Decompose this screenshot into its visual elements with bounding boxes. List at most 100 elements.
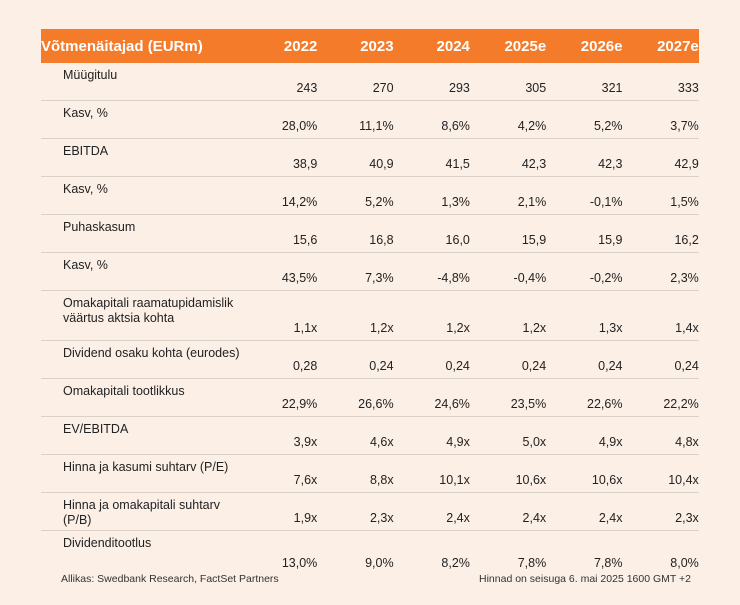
table-row: Omakapitali tootlikkus 22,9% 26,6% 24,6% 23,… bbox=[41, 379, 699, 417]
row-value: -0,4% bbox=[513, 271, 547, 285]
table-row: Puhaskasum 15,6 16,8 16,0 15,9 15,9 16,2 bbox=[41, 215, 699, 253]
row-label: Omakapitali raamatupidamislik väärtus ak… bbox=[63, 296, 234, 325]
row-value: 1,9x bbox=[293, 511, 318, 525]
row-value: 2,4x bbox=[522, 511, 547, 525]
row-value: 2,1% bbox=[517, 195, 547, 209]
row-label: Puhaskasum bbox=[63, 220, 136, 234]
row-value: 4,2% bbox=[517, 119, 547, 133]
row-value: 4,9x bbox=[598, 435, 623, 449]
row-value: 14,2% bbox=[281, 195, 318, 209]
row-label: EBITDA bbox=[63, 144, 109, 158]
row-label: Omakapitali tootlikkus bbox=[63, 384, 185, 398]
row-value: 8,0% bbox=[670, 556, 699, 570]
row-value: 11,1% bbox=[359, 119, 394, 133]
row-value: 305 bbox=[525, 81, 547, 95]
row-value: 1,4x bbox=[675, 321, 699, 335]
row-value: 22,9% bbox=[281, 397, 318, 411]
table-header: Võtmenäitajad (EURm) 2022 2023 2024 2025… bbox=[41, 29, 699, 63]
row-label: EV/EBITDA bbox=[63, 422, 129, 436]
row-value: 1,3x bbox=[598, 321, 623, 335]
row-label: Müügitulu bbox=[63, 68, 118, 82]
price-date-note: Hinnad on seisuga 6. mai 2025 1600 GMT +… bbox=[479, 573, 691, 585]
row-value: 1,1x bbox=[293, 321, 318, 335]
row-value: 9,0% bbox=[365, 556, 394, 570]
header-year: 2027e bbox=[657, 37, 699, 55]
row-value: 15,6 bbox=[292, 233, 318, 247]
table-row: Müügitulu 243 270 293 305 321 333 bbox=[41, 63, 699, 101]
row-value: 10,6x bbox=[591, 473, 623, 487]
row-value: 0,24 bbox=[521, 359, 547, 373]
row-value: 7,6x bbox=[293, 473, 318, 487]
row-value: 321 bbox=[601, 81, 623, 95]
table-body: Müügitulu 243 270 293 305 321 333 Kasv, % 28,0% 1… bbox=[41, 63, 699, 575]
row-value: 1,3% bbox=[441, 195, 470, 209]
row-value: 1,2x bbox=[446, 321, 470, 335]
row-value: -0,2% bbox=[589, 271, 623, 285]
row-value: 1,2x bbox=[369, 321, 394, 335]
row-value: 293 bbox=[449, 81, 470, 95]
row-value: 23,5% bbox=[510, 397, 547, 411]
header-year: 2026e bbox=[580, 37, 623, 55]
row-value: 8,6% bbox=[441, 119, 470, 133]
row-label: Hinna ja omakapitali suhtarv (P/B) bbox=[63, 498, 221, 527]
row-label: Kasv, % bbox=[63, 106, 108, 120]
row-value: 16,2 bbox=[674, 233, 699, 247]
row-value: 42,3 bbox=[521, 157, 547, 171]
table-row: Hinna ja kasumi suhtarv (P/E) 7,6x 8,8x 10,… bbox=[41, 455, 699, 493]
row-value: 2,3x bbox=[369, 511, 394, 525]
table-row: Omakapitali raamatupidamislik väärtus ak… bbox=[41, 291, 699, 341]
row-label: Kasv, % bbox=[63, 182, 108, 196]
table-row: Hinna ja omakapitali suhtarv (P/B) 1,9x 2,… bbox=[41, 493, 699, 531]
row-value: 5,2% bbox=[593, 119, 623, 133]
row-value: 40,9 bbox=[369, 157, 394, 171]
row-value: 7,8% bbox=[593, 556, 623, 570]
header-label: Võtmenäitajad (EURm) bbox=[41, 37, 203, 55]
row-value: 22,6% bbox=[587, 397, 623, 411]
row-value: 26,6% bbox=[358, 397, 394, 411]
row-value: 1,2x bbox=[522, 321, 547, 335]
key-figures-table: Võtmenäitajad (EURm) 2022 2023 2024 2025… bbox=[41, 29, 699, 575]
row-value: 43,5% bbox=[281, 271, 318, 285]
table-row: Kasv, % 28,0% 11,1% 8,6% 4,2% 5,2% 3,7% bbox=[41, 101, 699, 139]
row-value: 10,4x bbox=[668, 473, 699, 487]
row-value: 270 bbox=[372, 81, 394, 95]
row-label: Dividend osaku kohta (eurodes) bbox=[63, 346, 240, 360]
row-value: 4,6x bbox=[369, 435, 394, 449]
header-year: 2023 bbox=[360, 37, 394, 55]
header-year: 2025e bbox=[504, 37, 547, 55]
row-value: 0,24 bbox=[674, 359, 699, 373]
table-row: EV/EBITDA 3,9x 4,6x 4,9x 5,0x 4,9x 4,8x bbox=[41, 417, 699, 455]
row-value: 16,8 bbox=[369, 233, 394, 247]
row-value: 0,28 bbox=[292, 359, 318, 373]
row-value: 2,4x bbox=[446, 511, 470, 525]
row-value: 7,3% bbox=[365, 271, 394, 285]
row-value: 0,24 bbox=[445, 359, 470, 373]
row-value: 0,24 bbox=[598, 359, 623, 373]
row-value: 4,9x bbox=[446, 435, 470, 449]
row-value: 5,2% bbox=[365, 195, 394, 209]
row-value: 13,0% bbox=[281, 556, 318, 570]
table-row: Dividenditootlus 13,0% 9,0% 8,2% 7,8% 7,8% 8,0… bbox=[41, 531, 699, 575]
row-value: 38,9 bbox=[292, 157, 318, 171]
row-value: 7,8% bbox=[517, 556, 547, 570]
row-value: 42,3 bbox=[598, 157, 623, 171]
table-row: Kasv, % 43,5% 7,3% -4,8% -0,4% -0,2% 2,3% bbox=[41, 253, 699, 291]
row-value: 10,6x bbox=[515, 473, 547, 487]
row-value: 2,4x bbox=[598, 511, 623, 525]
row-value: 8,8x bbox=[369, 473, 394, 487]
row-label: Hinna ja kasumi suhtarv (P/E) bbox=[63, 460, 229, 474]
row-value: 16,0 bbox=[445, 233, 470, 247]
row-value: 243 bbox=[296, 81, 318, 95]
row-value: 3,7% bbox=[670, 119, 699, 133]
row-value: 333 bbox=[677, 81, 699, 95]
row-value: 10,1x bbox=[439, 473, 470, 487]
row-value: 4,8x bbox=[675, 435, 699, 449]
row-value: 15,9 bbox=[521, 233, 547, 247]
row-value: 0,24 bbox=[369, 359, 394, 373]
row-value: 2,3x bbox=[675, 511, 699, 525]
source-note: Allikas: Swedbank Research, FactSet Part… bbox=[61, 573, 279, 585]
row-value: 2,3% bbox=[670, 271, 699, 285]
row-value: 28,0% bbox=[281, 119, 318, 133]
row-label: Dividenditootlus bbox=[63, 536, 152, 550]
row-value: 24,6% bbox=[434, 397, 470, 411]
